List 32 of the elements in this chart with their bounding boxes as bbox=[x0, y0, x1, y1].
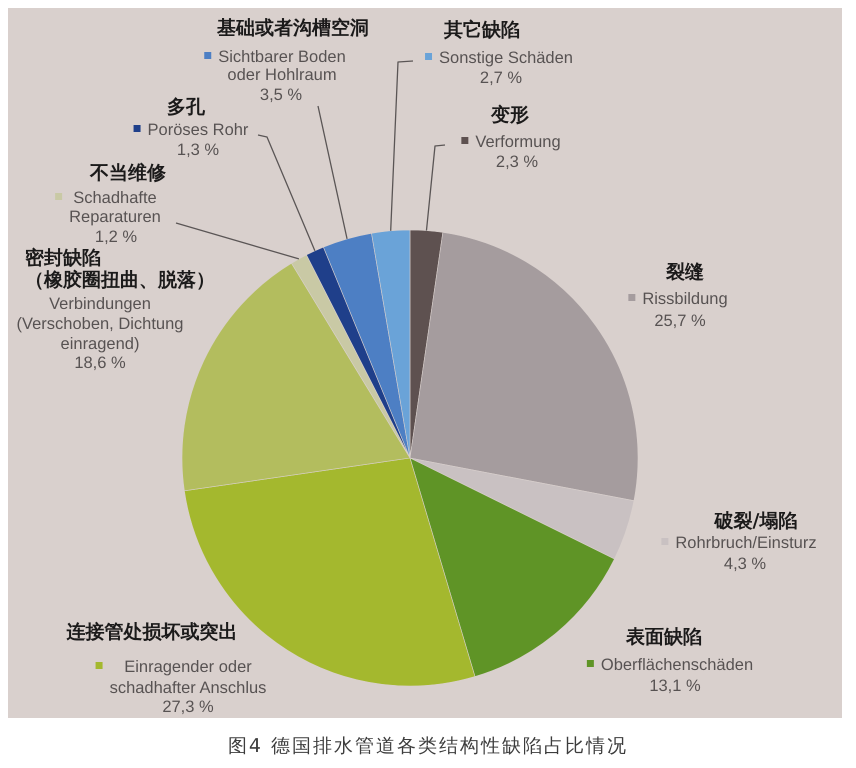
legend-label: Einragender oder schadhafter Anschlus bbox=[110, 658, 266, 697]
data-label: 3,5 % bbox=[260, 86, 302, 104]
slice-label: Verbindungen (Verschoben, Dichtung einragend) bbox=[16, 295, 184, 353]
text: 破裂/塌陷 bbox=[714, 510, 798, 532]
text: 其它缺陷 bbox=[444, 19, 520, 41]
legend-label: Oberflächenschäden bbox=[600, 656, 754, 674]
text: 变形 bbox=[491, 104, 529, 126]
text: （橡胶圈扭曲、脱落） bbox=[25, 269, 215, 291]
legend-label: Verformung bbox=[475, 133, 561, 151]
legend-label: Rohrbruch/Einsturz bbox=[675, 534, 817, 552]
legend-label: Schadhafte Reparaturen bbox=[69, 189, 161, 226]
data-label: 1,3 % bbox=[176, 141, 220, 159]
legend-label: Poröses Rohr bbox=[148, 121, 249, 139]
data-label: 1,2 % bbox=[94, 228, 138, 246]
legend-label: Sonstige Schäden bbox=[439, 49, 573, 67]
data-label: 4,3 % bbox=[724, 555, 766, 573]
data-label: 18,6 % bbox=[74, 354, 126, 372]
legend-label: Rissbildung bbox=[642, 290, 728, 308]
data-label: 27,3 % bbox=[162, 698, 214, 716]
text: 不当维修 bbox=[90, 162, 166, 184]
text: 连接管处损坏或突出 bbox=[66, 621, 238, 643]
text: 多孔 bbox=[167, 96, 205, 118]
data-label: 13,1 % bbox=[649, 677, 702, 695]
text: 密封缺陷 bbox=[25, 247, 101, 269]
text: 图4 德国排水管道各类结构性缺陷占比情况 bbox=[228, 735, 628, 757]
data-label: 25,7 % bbox=[654, 312, 706, 330]
legend-label: Sichtbarer Boden oder Hohlraum bbox=[218, 48, 346, 84]
data-label: 2,3 % bbox=[496, 153, 538, 171]
text: 裂缝 bbox=[666, 261, 704, 283]
text: 基础或者沟槽空洞 bbox=[217, 17, 369, 39]
data-label: 2,7 % bbox=[480, 69, 522, 87]
text: 表面缺陷 bbox=[626, 626, 702, 648]
